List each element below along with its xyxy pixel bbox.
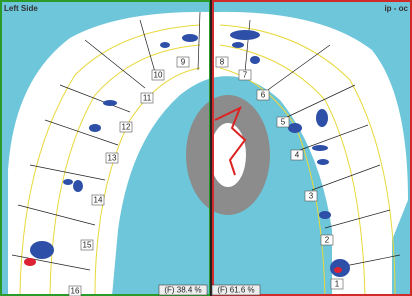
panel-title: Left Side [4,4,38,13]
cof-center [210,123,246,187]
tooth-label: 16 [71,287,80,296]
force-label: (F) 61.6 % [217,286,254,295]
tooth-label: 10 [154,71,163,80]
tooth-label: 13 [108,154,117,163]
tooth-label: 11 [143,94,152,103]
tooth-label: 2 [325,236,330,245]
tooth-label: 8 [220,58,225,67]
tooth-label: 6 [261,91,266,100]
tooth-label: 15 [83,241,92,250]
occlusion-view: Left Side910111213141516(F) 38.4 %ip - o… [0,0,412,296]
panel-title: ip - oc [384,4,408,13]
tooth-label: 1 [335,280,340,289]
tooth-label: 7 [243,71,248,80]
tooth-label: 14 [94,196,103,205]
tooth-label: 12 [122,123,131,132]
tooth-label: 9 [181,58,186,67]
page: {"panels": [ {"title": "Left Side", "tee… [0,0,412,296]
tooth-label: 4 [295,151,300,160]
force-label: (F) 38.4 % [164,286,201,295]
tooth-label: 5 [281,118,286,127]
tooth-label: 3 [309,192,314,201]
